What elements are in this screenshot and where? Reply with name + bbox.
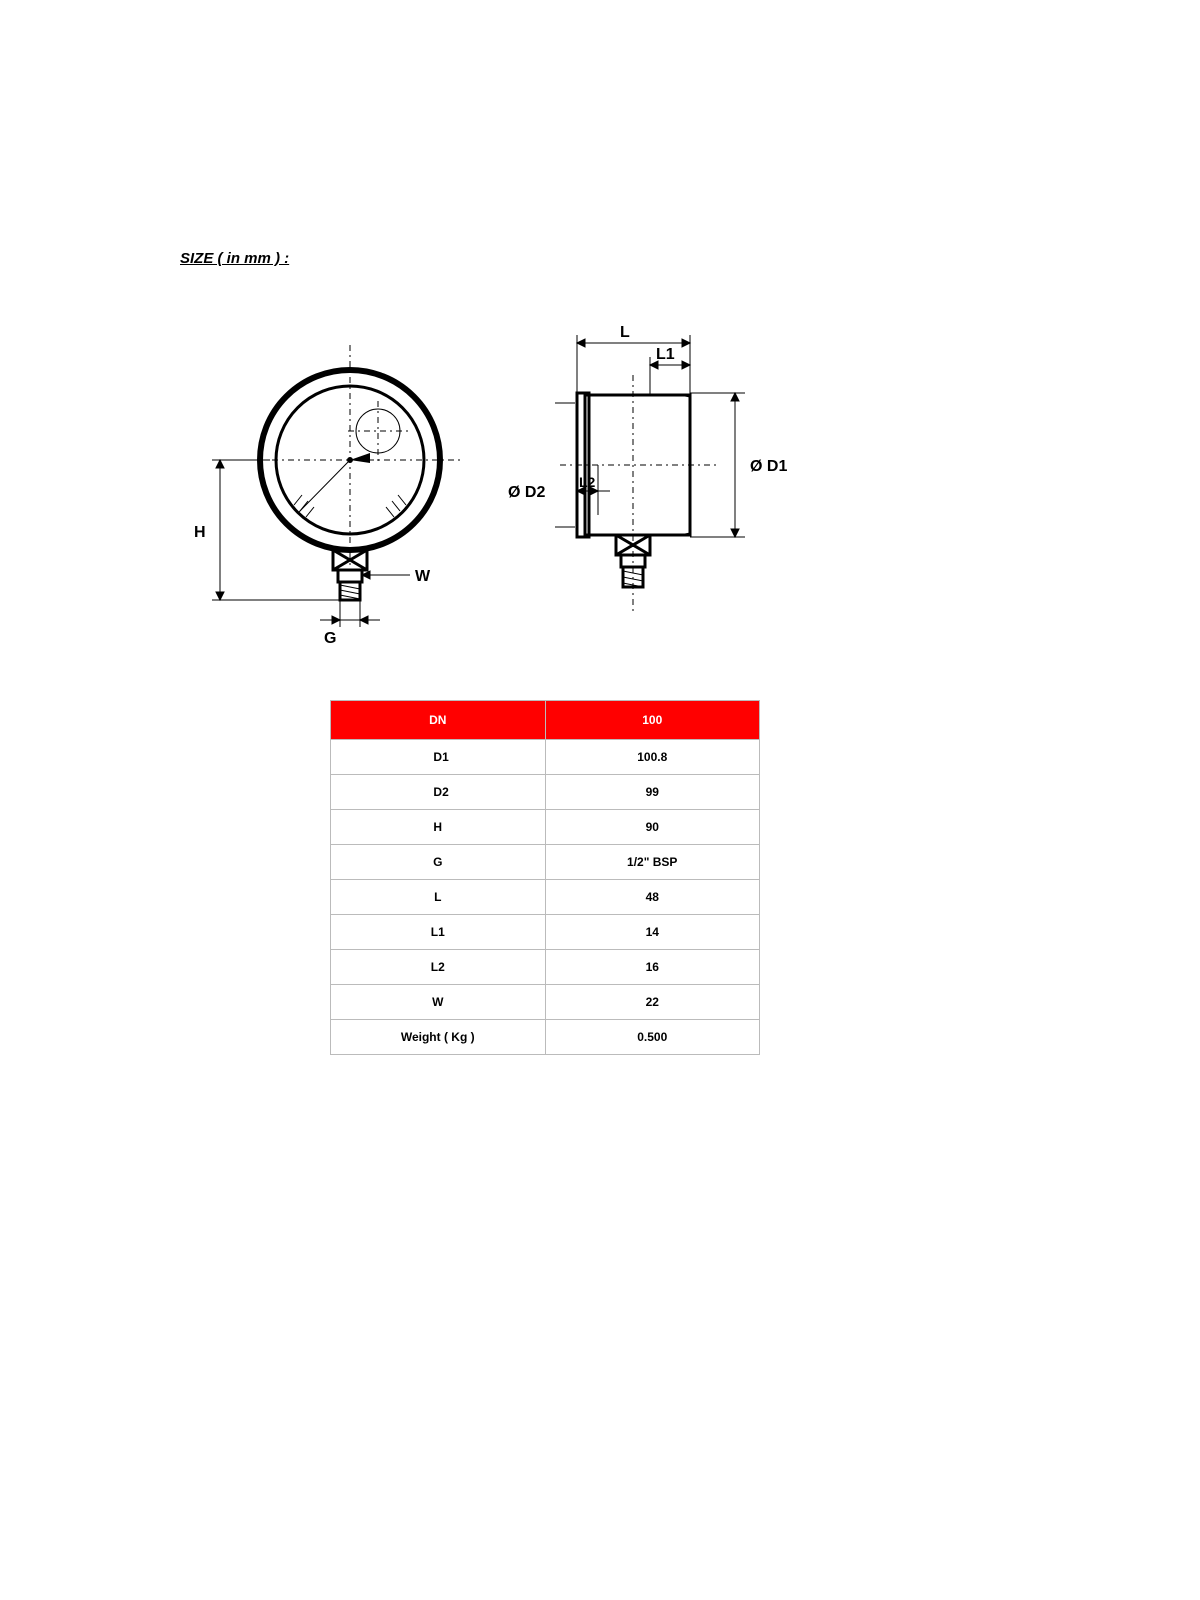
table-cell: 90 [545, 810, 760, 845]
table-cell: 99 [545, 775, 760, 810]
table-cell: 14 [545, 915, 760, 950]
table-header-row: DN 100 [331, 701, 760, 740]
label-l2: L2 [579, 474, 596, 490]
size-table: DN 100 D1 100.8 D2 99 H 90 G 1/2" BSP [330, 700, 760, 1055]
table-cell: L [331, 880, 546, 915]
table-cell: D1 [331, 740, 546, 775]
table-cell: 16 [545, 950, 760, 985]
label-h: H [194, 524, 206, 541]
table-cell: 48 [545, 880, 760, 915]
table-cell: 0.500 [545, 1020, 760, 1055]
label-g: G [324, 630, 336, 647]
table-cell: 100.8 [545, 740, 760, 775]
table-row: D2 99 [331, 775, 760, 810]
table-row: D1 100.8 [331, 740, 760, 775]
table-cell: Weight ( Kg ) [331, 1020, 546, 1055]
label-d1: Ø D1 [750, 458, 787, 475]
label-d2: Ø D2 [508, 484, 545, 501]
table-cell: L2 [331, 950, 546, 985]
table-row: H 90 [331, 810, 760, 845]
table-cell: H [331, 810, 546, 845]
table-row: L1 14 [331, 915, 760, 950]
table-cell: D2 [331, 775, 546, 810]
section-title: SIZE ( in mm ) : [180, 250, 289, 267]
table-cell: G [331, 845, 546, 880]
table-cell: 22 [545, 985, 760, 1020]
table-row: G 1/2" BSP [331, 845, 760, 880]
table-row: W 22 [331, 985, 760, 1020]
table-row: L2 16 [331, 950, 760, 985]
table-cell: 1/2" BSP [545, 845, 760, 880]
table-cell: W [331, 985, 546, 1020]
label-l: L [620, 324, 630, 341]
label-l1: L1 [656, 346, 675, 363]
label-w: W [415, 568, 431, 585]
table-cell: L1 [331, 915, 546, 950]
table-row: Weight ( Kg ) 0.500 [331, 1020, 760, 1055]
table-header: 100 [545, 701, 760, 740]
table-row: L 48 [331, 880, 760, 915]
diagram: H G W [180, 315, 820, 655]
table-header: DN [331, 701, 546, 740]
